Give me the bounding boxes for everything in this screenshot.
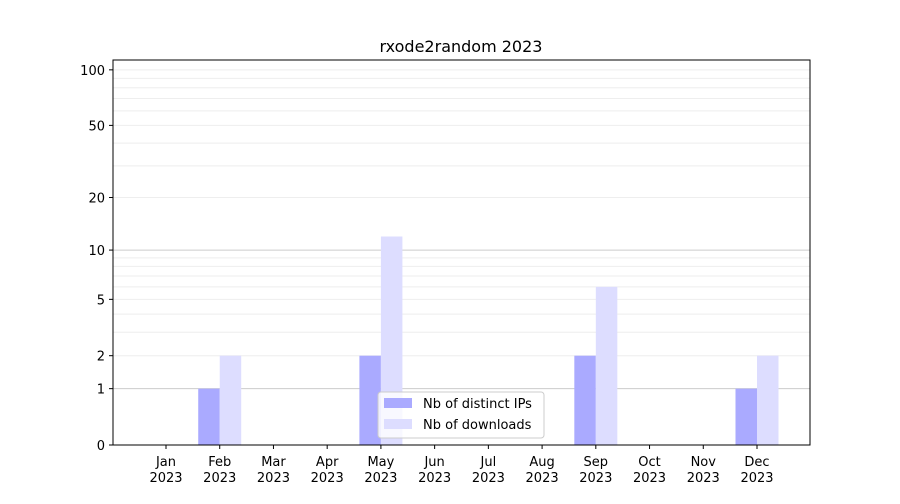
bar-distinct-ips: [735, 388, 757, 445]
y-tick-label: 0: [97, 439, 105, 454]
x-tick-label: Dec: [744, 455, 769, 470]
x-tick-label: Apr: [316, 455, 339, 470]
y-tick-label: 50: [88, 119, 105, 134]
x-tick-label: 2023: [579, 471, 612, 486]
x-tick-label: Mar: [261, 455, 286, 470]
x-tick-label: May: [367, 455, 394, 470]
x-tick-label: 2023: [687, 471, 720, 486]
x-tick-label: 2023: [740, 471, 773, 486]
x-tick-label: Jul: [480, 455, 497, 470]
x-tick-label: 2023: [149, 471, 182, 486]
x-tick-label: Feb: [208, 455, 231, 470]
bar-distinct-ips: [198, 388, 220, 445]
y-tick-label: 2: [97, 350, 105, 365]
x-tick-label: 2023: [364, 471, 397, 486]
y-tick-label: 20: [88, 192, 105, 207]
x-tick-label: 2023: [526, 471, 559, 486]
x-tick-label: 2023: [203, 471, 236, 486]
x-tick-label: 2023: [257, 471, 290, 486]
y-tick-label: 5: [97, 293, 105, 308]
bar-distinct-ips: [359, 355, 381, 445]
bar-downloads: [219, 355, 242, 445]
x-tick-label: Sep: [584, 455, 609, 470]
bar-downloads: [595, 286, 618, 445]
x-tick-label: 2023: [311, 471, 344, 486]
x-tick-label: 2023: [633, 471, 666, 486]
y-tick-label: 100: [80, 64, 105, 79]
y-tick-label: 1: [97, 383, 105, 398]
x-tick-label: 2023: [418, 471, 451, 486]
x-tick-label: Nov: [691, 455, 717, 470]
bar-distinct-ips: [574, 355, 596, 445]
x-tick-label: Aug: [529, 455, 554, 470]
x-tick-label: Oct: [638, 455, 660, 470]
chart-title: rxode2random 2023: [380, 37, 543, 56]
y-tick-label: 10: [88, 244, 105, 259]
x-tick-label: Jan: [155, 455, 176, 470]
legend-swatch: [384, 398, 412, 408]
x-tick-label: Jun: [423, 455, 444, 470]
x-tick-label: 2023: [472, 471, 505, 486]
legend-swatch: [384, 419, 412, 429]
axes-frame: [112, 59, 811, 446]
legend-label: Nb of downloads: [423, 418, 532, 433]
legend-box: [377, 391, 545, 439]
bar-downloads: [757, 355, 779, 445]
legend-label: Nb of distinct IPs: [423, 397, 532, 412]
